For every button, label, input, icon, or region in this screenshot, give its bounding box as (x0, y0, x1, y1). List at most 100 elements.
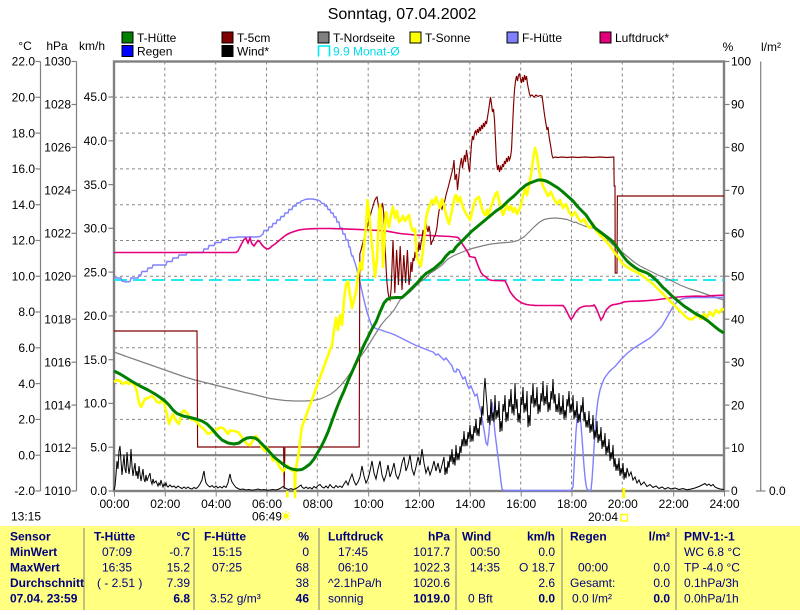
svg-text:1020.6: 1020.6 (413, 576, 450, 590)
svg-text:9.9 Monat-Ø: 9.9 Monat-Ø (333, 45, 400, 59)
svg-text:T-Hütte: T-Hütte (137, 31, 177, 45)
svg-text:45.0: 45.0 (84, 90, 108, 104)
svg-text:20:00: 20:00 (608, 497, 638, 511)
svg-text:30.0: 30.0 (84, 222, 108, 236)
svg-text:35.0: 35.0 (84, 178, 108, 192)
svg-text:5.0: 5.0 (90, 440, 107, 454)
svg-text:Gesamt:: Gesamt: (570, 576, 615, 590)
svg-text:Luftdruck*: Luftdruck* (615, 31, 669, 45)
svg-text:1014: 1014 (44, 398, 71, 412)
svg-text:0: 0 (731, 484, 738, 498)
svg-text:1022: 1022 (44, 227, 71, 241)
svg-text:38: 38 (296, 576, 310, 590)
svg-text:17:45: 17:45 (338, 545, 368, 559)
svg-text:00:00: 00:00 (99, 497, 129, 511)
svg-text:T-5cm: T-5cm (237, 31, 270, 45)
svg-text:( - 2.51 ): ( - 2.51 ) (97, 576, 142, 590)
svg-text:T-Hütte: T-Hütte (94, 530, 136, 544)
svg-text:0: 0 (302, 545, 309, 559)
svg-text:68: 68 (296, 561, 310, 575)
svg-text:10:00: 10:00 (354, 497, 384, 511)
svg-text:Regen: Regen (137, 45, 172, 59)
svg-text:04:00: 04:00 (201, 497, 231, 511)
svg-text:°C: °C (18, 39, 32, 53)
svg-text:hPa: hPa (428, 530, 450, 544)
svg-text:20: 20 (731, 398, 745, 412)
svg-text:1016: 1016 (44, 355, 71, 369)
svg-text:3.52 g/m³: 3.52 g/m³ (210, 592, 261, 606)
svg-text:0.0: 0.0 (769, 484, 786, 498)
svg-text:1017.7: 1017.7 (413, 545, 450, 559)
svg-text:0.0: 0.0 (653, 576, 670, 590)
svg-text:1020: 1020 (44, 269, 71, 283)
svg-text:F-Hütte: F-Hütte (204, 530, 246, 544)
svg-text:-2.0: -2.0 (14, 484, 35, 498)
svg-text:1026: 1026 (44, 141, 71, 155)
svg-text:T-Sonne: T-Sonne (425, 31, 471, 45)
svg-text:Sonntag, 07.04.2002: Sonntag, 07.04.2002 (328, 6, 477, 23)
svg-text:12.0: 12.0 (12, 234, 36, 248)
svg-text:0.0 l/m²: 0.0 l/m² (572, 592, 612, 606)
svg-text:12:00: 12:00 (404, 497, 434, 511)
svg-text:0.0: 0.0 (90, 484, 107, 498)
svg-text:0.1hPa/3h: 0.1hPa/3h (684, 576, 739, 590)
svg-text:08:00: 08:00 (303, 497, 333, 511)
svg-text:25.0: 25.0 (84, 265, 108, 279)
svg-text:1028: 1028 (44, 98, 71, 112)
svg-text:40.0: 40.0 (84, 134, 108, 148)
svg-text:l/m²: l/m² (761, 40, 781, 54)
svg-text:MaxWert: MaxWert (10, 561, 60, 575)
svg-text:2.6: 2.6 (538, 576, 555, 590)
svg-text:F-Hütte: F-Hütte (522, 31, 562, 45)
svg-text:00:00: 00:00 (578, 561, 608, 575)
svg-text:Durchschnitt: Durchschnitt (10, 576, 84, 590)
svg-text:1022.3: 1022.3 (413, 561, 450, 575)
svg-text:Wind: Wind (462, 530, 491, 544)
svg-text:1018: 1018 (44, 312, 71, 326)
svg-text:0.0: 0.0 (538, 545, 555, 559)
svg-text:1010: 1010 (44, 484, 71, 498)
svg-text:0.0: 0.0 (538, 592, 555, 606)
svg-text:14.0: 14.0 (12, 198, 36, 212)
svg-text:10.0: 10.0 (12, 270, 36, 284)
svg-text:0.0: 0.0 (18, 448, 35, 462)
svg-text:00:50: 00:50 (470, 545, 500, 559)
svg-text:90: 90 (731, 98, 745, 112)
svg-text:07:25: 07:25 (212, 561, 242, 575)
svg-text:15:15: 15:15 (212, 545, 242, 559)
svg-text:18:00: 18:00 (557, 497, 587, 511)
svg-text:MinWert: MinWert (10, 545, 57, 559)
svg-text:4.0: 4.0 (18, 377, 35, 391)
svg-text:10.0: 10.0 (84, 397, 108, 411)
svg-text:10: 10 (731, 441, 745, 455)
svg-text:15.0: 15.0 (84, 353, 108, 367)
svg-text:7.39: 7.39 (167, 576, 191, 590)
svg-text:T-Nordseite: T-Nordseite (333, 31, 395, 45)
svg-text:hPa: hPa (46, 39, 68, 53)
svg-text:46: 46 (296, 592, 310, 606)
svg-text:40: 40 (731, 312, 745, 326)
svg-text:07.04. 23:59: 07.04. 23:59 (10, 592, 78, 606)
svg-text:20:04: 20:04 (588, 510, 618, 524)
svg-text:15.2: 15.2 (167, 561, 191, 575)
svg-text:02:00: 02:00 (150, 497, 180, 511)
svg-text:%: % (723, 40, 734, 54)
svg-text:%: % (298, 530, 309, 544)
svg-text:km/h: km/h (527, 530, 555, 544)
svg-text:18.0: 18.0 (12, 126, 36, 140)
svg-text:06:10: 06:10 (338, 561, 368, 575)
svg-text:Regen: Regen (570, 530, 607, 544)
svg-text:30: 30 (731, 355, 745, 369)
svg-text:l/m²: l/m² (649, 530, 670, 544)
svg-text:1012: 1012 (44, 441, 71, 455)
svg-text:WC 6.8 °C: WC 6.8 °C (684, 545, 741, 559)
svg-text:TP -4.0 °C: TP -4.0 °C (684, 561, 740, 575)
svg-text:06:00: 06:00 (252, 497, 282, 511)
svg-text:2.0: 2.0 (18, 413, 35, 427)
svg-text:0.0: 0.0 (653, 592, 670, 606)
svg-text:1024: 1024 (44, 184, 71, 198)
svg-text:16:35: 16:35 (102, 561, 132, 575)
svg-text:16.0: 16.0 (12, 162, 36, 176)
svg-text:Sensor: Sensor (10, 530, 51, 544)
svg-text:°C: °C (177, 530, 191, 544)
